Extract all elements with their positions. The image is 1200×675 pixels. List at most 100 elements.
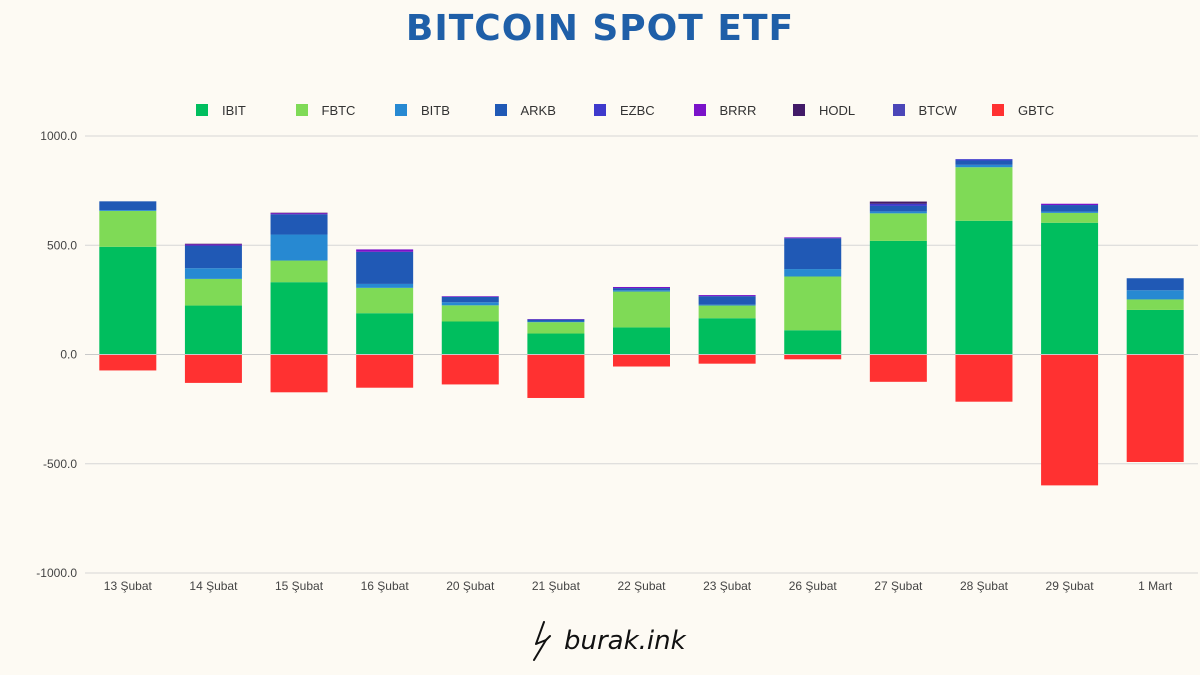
bar-brrr [184,244,242,246]
bar-gbtc [955,354,1013,402]
bar-fbtc [784,276,842,331]
bar-arkb [955,160,1013,165]
bar-fbtc [356,287,414,314]
bar-brrr [527,319,585,320]
bar-gbtc [1041,354,1099,486]
bar-bitb [869,211,927,214]
bar-bitb [1041,211,1099,213]
x-tick-label: 14 Şubat [189,579,238,593]
bar-brrr [441,296,499,297]
bar-bitb [698,304,756,306]
legend-label: HODL [819,102,856,118]
x-tick-label: 27 Şubat [874,579,923,593]
bar-arkb [184,245,242,269]
legend-swatch [295,104,308,116]
x-tick-label: 29 Şubat [1046,579,1095,593]
bar-ibit [99,246,157,355]
bar-arkb [1041,205,1099,212]
x-tick-label: 26 Şubat [789,579,838,593]
bar-bitb [955,164,1013,168]
legend-item: BTCW [892,100,957,120]
bar-bitb [184,268,242,279]
y-tick-label: 500.0 [47,238,77,252]
bar-ibit [1126,309,1184,355]
bar-brrr [1041,203,1099,206]
bar-fbtc [955,167,1013,221]
bar-ibit [869,240,927,355]
brand: burak.ink [530,620,686,662]
bar-gbtc [698,354,756,364]
legend-item: BITB [395,100,450,120]
bar-gbtc [1126,354,1184,463]
bar-hodl [184,243,242,245]
bar-ibit [356,313,414,355]
legend-swatch [693,104,706,116]
legend-label: FBTC [321,102,356,118]
bar-fbtc [441,305,499,322]
bar-gbtc [527,354,585,398]
x-tick-label: 15 Şubat [275,579,324,593]
bar-fbtc [527,322,585,334]
stacked-bar-chart: 1000.0 500.0 0.0 -500.0 -1000.0 13 Şubat 14 Şu… [36,129,1198,593]
bar-fbtc [869,213,927,241]
legend-swatch [892,104,905,116]
legend-item: HODL [793,100,855,120]
legend-label: BRRR [719,102,757,118]
legend-label: GBTC [1018,102,1055,118]
bar-gbtc [270,354,328,393]
bar-arkb [698,296,756,305]
legend-label: IBIT [222,102,246,118]
legend-item: ARKB [494,100,556,120]
bar-gbtc [441,354,499,385]
bar-brrr [356,249,414,252]
bar-fbtc [270,260,328,283]
bar-fbtc [1041,212,1099,223]
bar-bitb [99,210,157,211]
bar-ibit [441,321,499,355]
bar-ibit [698,318,756,355]
bar-fbtc [184,278,242,306]
x-tick-label: 13 Şubat [104,579,153,593]
bar-ezbc [955,159,1013,161]
x-tick-label: 21 Şubat [532,579,581,593]
legend-swatch [793,104,805,116]
bar-arkb [441,296,499,303]
y-tick-label: -500.0 [43,457,77,471]
bar-bitb [441,302,499,306]
bar-arkb [869,205,927,212]
bar-arkb [270,214,328,235]
x-tick-label: 23 Şubat [703,579,752,593]
bar-ibit [1041,222,1099,355]
legend-swatch [992,104,1004,116]
bar-hodl [869,201,927,204]
x-tick-label: 16 Şubat [361,579,410,593]
y-tick-label: -1000.0 [36,566,77,580]
bar-brrr [613,286,670,289]
bar-brrr [270,213,328,215]
bar-fbtc [1126,299,1184,310]
bar-bitb [613,290,670,292]
bar-gbtc [99,354,157,371]
bar-bitb [270,234,328,261]
legend-label: EZBC [620,102,655,118]
bar-ibit [527,333,585,355]
bar-bitb [527,321,585,323]
legend-item: BRRR [693,100,757,120]
y-tick-label: 0.0 [60,348,77,362]
legend-label: ARKB [520,102,556,118]
legend-item: IBIT [196,100,246,120]
bar-brrr [698,295,756,297]
lightning-pen-logo-icon [533,621,551,661]
bar-ibit [270,282,328,355]
bar-gbtc [869,354,927,382]
legend-item: EZBC [594,100,655,120]
legend-swatch [395,104,407,116]
bar-gbtc [784,354,842,360]
x-tick-label: 22 Şubat [617,579,666,593]
legend-item: GBTC [992,100,1054,120]
legend-swatch [594,104,606,116]
bar-ibit [613,327,670,355]
bar-fbtc [99,210,157,247]
bar-gbtc [184,354,242,383]
